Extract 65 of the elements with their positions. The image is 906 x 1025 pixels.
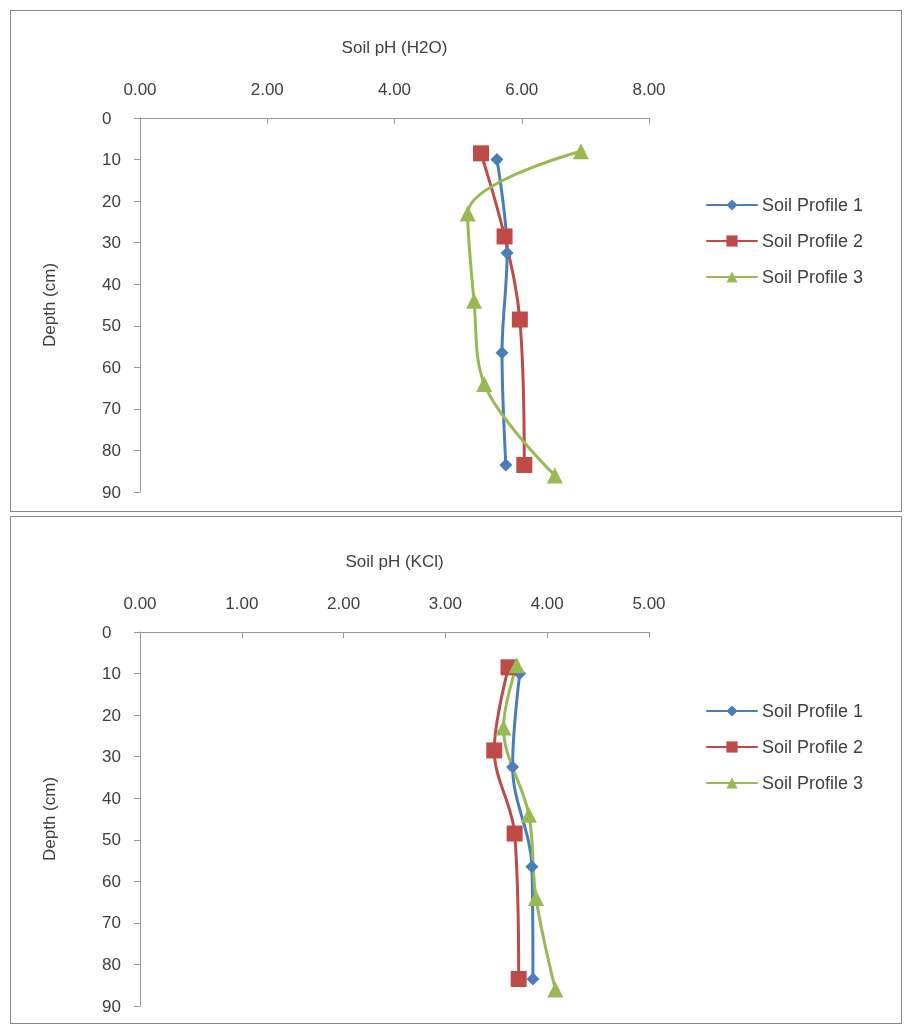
y-tick-label: 70	[102, 913, 121, 933]
x-tick-label: 6.00	[505, 80, 539, 99]
legend-label: Soil Profile 3	[762, 773, 864, 793]
point	[466, 292, 483, 309]
y-tick-label: 30	[102, 747, 121, 767]
x-tick-label: 0.00	[123, 80, 157, 99]
point	[486, 742, 503, 759]
point	[476, 375, 493, 392]
point	[528, 889, 544, 906]
point	[473, 145, 490, 162]
y-tick-label: 40	[102, 788, 121, 808]
y-tick-label: 30	[102, 233, 121, 253]
y-tick-label: 40	[102, 274, 121, 294]
y-tick-label: 50	[102, 316, 121, 336]
y-tick-label: 20	[102, 705, 121, 725]
y-tick-label: 70	[102, 399, 121, 419]
y-tick-label: 10	[102, 664, 121, 684]
y-tick-label: 0	[102, 622, 112, 642]
point	[496, 228, 513, 245]
y-axis-title: Depth (cm)	[40, 262, 59, 348]
y-tick-label: 10	[102, 150, 121, 170]
y-tick-label: 80	[102, 954, 121, 974]
x-tick-label: 8.00	[632, 80, 666, 99]
point	[525, 860, 539, 874]
y-axis-title: Depth (cm)	[40, 776, 59, 862]
x-tick-label: 3.00	[428, 594, 462, 613]
legend-label: Soil Profile 1	[762, 195, 864, 215]
y-tick-label: 20	[102, 191, 121, 211]
x-tick-label: 1.00	[225, 594, 259, 613]
point	[508, 657, 525, 674]
x-tick-label: 4.00	[377, 80, 412, 99]
x-tick-label: 5.00	[632, 594, 666, 613]
point	[547, 981, 564, 998]
point	[500, 246, 514, 260]
point	[526, 972, 540, 986]
x-axis-title: Soil pH (H2O)	[341, 38, 448, 57]
point	[510, 970, 527, 987]
point	[490, 153, 504, 167]
x-tick-label: 4.00	[530, 594, 564, 613]
point	[546, 467, 563, 484]
point	[495, 346, 509, 360]
y-tick-label: 80	[102, 440, 121, 460]
point	[520, 806, 537, 823]
point	[506, 825, 523, 842]
y-tick-label: 90	[102, 996, 121, 1016]
y-tick-label: 60	[102, 357, 121, 377]
x-axis-title: Soil pH (KCl)	[345, 552, 444, 571]
point	[506, 760, 520, 774]
point	[516, 456, 533, 473]
y-tick-label: 90	[102, 482, 121, 502]
point	[499, 458, 513, 472]
point	[572, 143, 589, 160]
y-tick-label: 50	[102, 830, 121, 850]
legend-label: Soil Profile 3	[762, 267, 864, 287]
point	[495, 719, 512, 736]
point	[459, 205, 476, 222]
y-tick-label: 60	[102, 871, 121, 891]
x-tick-label: 2.00	[250, 80, 284, 99]
legend-label: Soil Profile 2	[762, 737, 864, 757]
y-tick-label: 0	[102, 108, 112, 128]
legend-label: Soil Profile 2	[762, 231, 864, 251]
x-tick-label: 0.00	[123, 594, 157, 613]
point	[511, 311, 528, 328]
legend-label: Soil Profile 1	[762, 701, 864, 721]
x-tick-label: 2.00	[327, 594, 361, 613]
